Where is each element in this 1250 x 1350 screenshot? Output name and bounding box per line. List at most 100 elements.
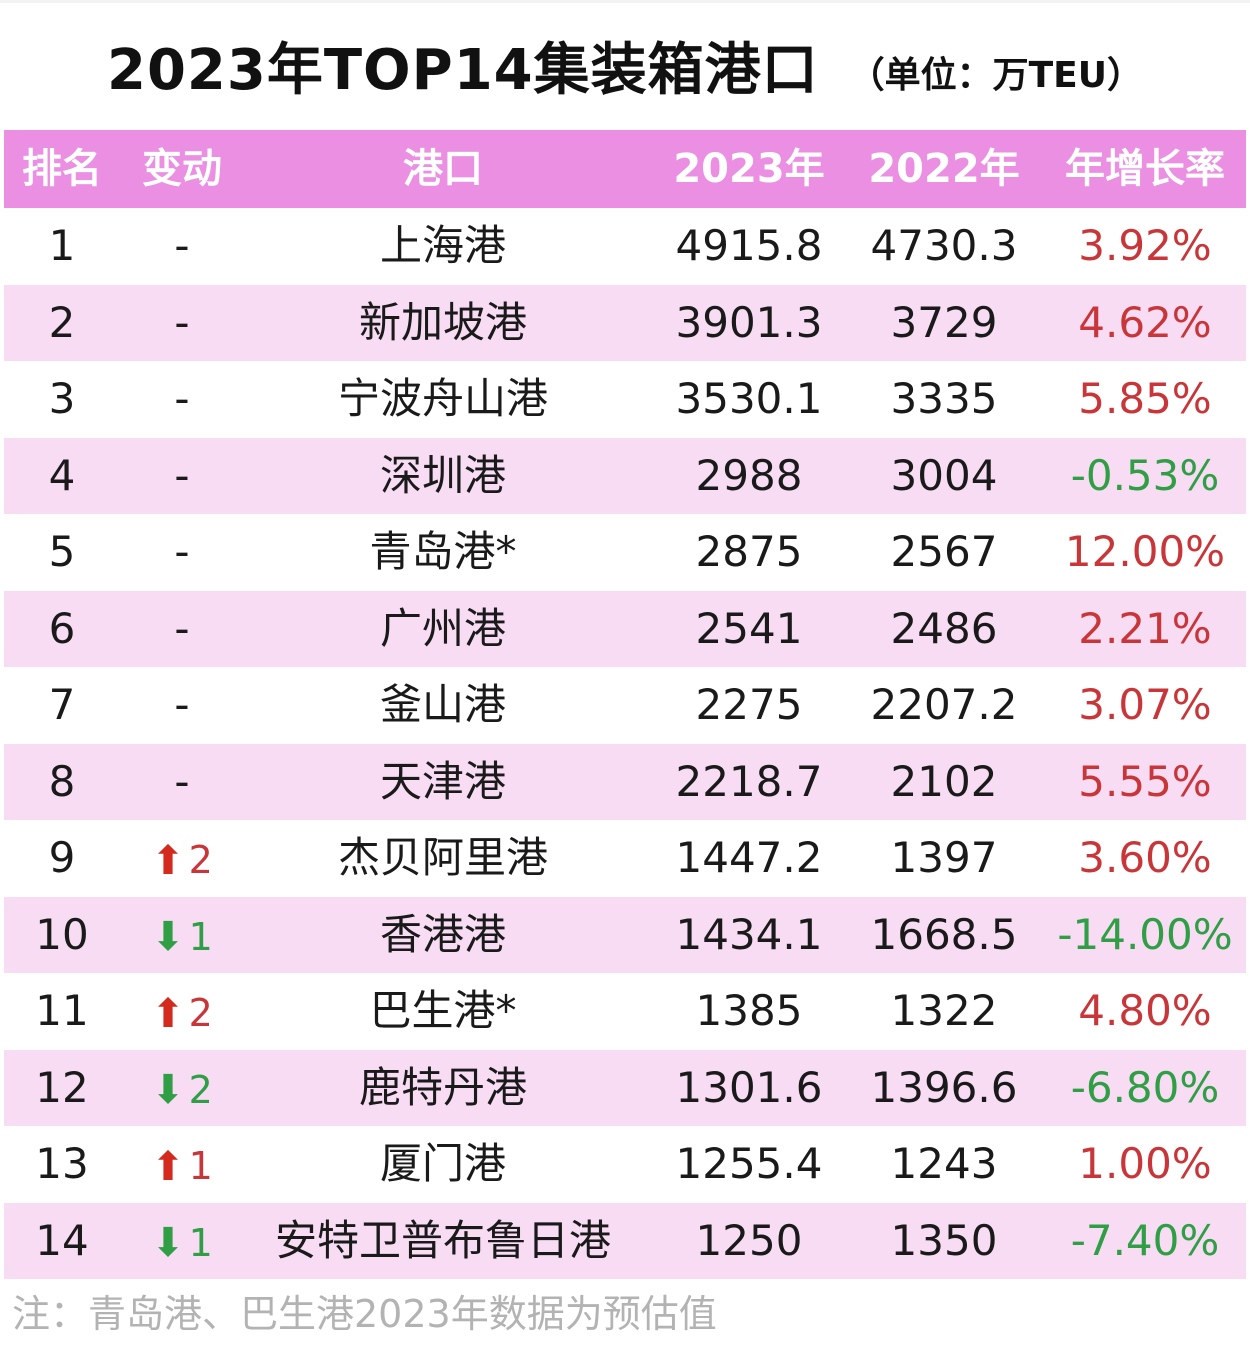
table-header: 排名 变动 港口 2023年 2022年 年增长率 (4, 130, 1246, 208)
growth-rate-cell: 2.21% (1078, 603, 1212, 653)
table-row: 2 - 新加坡港 3901.3 3729 4.62% (4, 284, 1246, 361)
page-title: 2023年TOP14集装箱港口 (106, 38, 819, 103)
value-2022-cell: 2567 (890, 527, 998, 576)
footnote: 注：青岛港、巴生港2023年数据为预估值 (12, 1292, 717, 1336)
table-row: 13 ⬆ 1 厦门港 1255.4 1243 1.00% (4, 1126, 1246, 1203)
growth-rate-cell: 5.85% (1078, 374, 1212, 423)
change-text: - (174, 680, 190, 729)
growth-rate-cell: 5.55% (1078, 756, 1212, 806)
change-cell: - (120, 514, 244, 591)
value-2022-cell: 2102 (890, 756, 998, 806)
growth-rate-cell: 12.00% (1064, 527, 1226, 576)
value-2023-cell: 1385 (695, 986, 803, 1035)
change-text: - (174, 450, 190, 500)
unit-label: （单位：万TEU） (848, 54, 1144, 96)
rank-cell: 14 (35, 1215, 89, 1265)
value-2023-cell: 3901.3 (675, 297, 823, 347)
port-name-cell: 香港港 (379, 909, 506, 959)
growth-rate-cell: 1.00% (1078, 1139, 1212, 1188)
value-2022-cell: 1243 (890, 1139, 998, 1188)
port-name-cell: 青岛港* (369, 527, 517, 576)
table-row: 4 - 深圳港 2988 3004 -0.53% (4, 437, 1246, 515)
value-2023-cell: 1255.4 (675, 1139, 823, 1188)
table-row: 14 ⬇ 1 安特卫普布鲁日港 1250 1350 -7.40% (4, 1202, 1246, 1280)
port-name-cell: 厦门港 (379, 1139, 506, 1188)
change-text: - (174, 603, 190, 653)
change-cell: - (120, 591, 244, 668)
value-2022-cell: 4730.3 (870, 221, 1018, 270)
growth-rate-cell: 3.07% (1078, 680, 1212, 729)
change-amount: 2 (188, 991, 213, 1036)
change-cell: ⬇ 2 (120, 1050, 244, 1127)
port-name-cell: 杰贝阿里港 (337, 833, 548, 882)
title-bar: 2023年TOP14集装箱港口 （单位：万TEU） (0, 0, 1250, 128)
port-name-cell: 上海港 (379, 221, 506, 270)
port-name-cell: 天津港 (379, 756, 506, 806)
value-2023-cell: 1250 (695, 1215, 803, 1265)
value-2023-cell: 1434.1 (675, 909, 823, 959)
arrow-up-icon: ⬆ (151, 1143, 185, 1190)
growth-rate-cell: 4.62% (1078, 297, 1212, 347)
port-name-cell: 深圳港 (379, 450, 506, 500)
rank-cell: 1 (48, 221, 76, 270)
rank-cell: 11 (35, 986, 89, 1035)
change-amount: 2 (188, 1067, 213, 1112)
value-2023-cell: 2988 (695, 450, 803, 500)
change-text: - (174, 756, 190, 806)
header-2022: 2022年 (868, 146, 1020, 192)
change-cell: - (120, 744, 244, 821)
change-cell: - (120, 361, 244, 438)
rank-cell: 12 (35, 1062, 89, 1112)
rank-cell: 7 (48, 680, 76, 729)
table-row: 1 - 上海港 4915.8 4730.3 3.92% (4, 208, 1246, 285)
change-amount: 1 (188, 1144, 213, 1189)
value-2022-cell: 1322 (890, 986, 998, 1035)
port-name-cell: 鹿特丹港 (358, 1062, 527, 1112)
change-cell: - (120, 208, 244, 285)
table-row: 12 ⬇ 2 鹿特丹港 1301.6 1396.6 -6.80% (4, 1049, 1246, 1127)
rank-cell: 3 (48, 374, 76, 423)
rank-cell: 9 (48, 833, 76, 882)
value-2023-cell: 4915.8 (675, 221, 823, 270)
rank-cell: 2 (48, 297, 76, 347)
header-rank: 排名 (22, 146, 102, 192)
change-cell: ⬆ 2 (120, 973, 244, 1050)
rank-cell: 13 (35, 1139, 89, 1188)
rank-cell: 5 (48, 527, 76, 576)
rank-cell: 4 (48, 450, 76, 500)
growth-rate-cell: 3.92% (1078, 221, 1212, 270)
rank-cell: 10 (35, 909, 89, 959)
header-growth: 年增长率 (1065, 146, 1225, 192)
value-2023-cell: 2275 (695, 680, 803, 729)
value-2023-cell: 2218.7 (675, 756, 823, 806)
change-cell: ⬇ 1 (120, 1203, 244, 1280)
table-row: 8 - 天津港 2218.7 2102 5.55% (4, 743, 1246, 821)
change-text: - (174, 297, 190, 347)
port-name-cell: 宁波舟山港 (337, 374, 548, 423)
change-amount: 1 (188, 1220, 213, 1265)
table-row: 10 ⬇ 1 香港港 1434.1 1668.5 -14.00% (4, 896, 1246, 973)
arrow-down-icon: ⬇ (151, 914, 185, 960)
table-row: 5 - 青岛港* 2875 2567 12.00% (4, 514, 1246, 591)
change-text: - (174, 527, 190, 576)
change-text: - (174, 374, 190, 423)
header-change: 变动 (142, 146, 222, 192)
table-row: 11 ⬆ 2 巴生港* 1385 1322 4.80% (4, 973, 1246, 1050)
port-name-cell: 巴生港* (369, 986, 517, 1035)
growth-rate-cell: 3.60% (1078, 833, 1212, 882)
change-cell: - (120, 667, 244, 744)
arrow-down-icon: ⬇ (151, 1220, 185, 1266)
growth-rate-cell: -7.40% (1070, 1215, 1220, 1265)
value-2022-cell: 3004 (890, 450, 998, 500)
table-row: 7 - 釜山港 2275 2207.2 3.07% (4, 667, 1246, 744)
change-amount: 1 (188, 914, 213, 959)
value-2022-cell: 2207.2 (870, 680, 1018, 729)
growth-rate-cell: 4.80% (1078, 986, 1212, 1035)
change-cell: ⬆ 1 (120, 1126, 244, 1203)
value-2023-cell: 1447.2 (675, 833, 823, 882)
change-cell: - (120, 438, 244, 515)
value-2023-cell: 2541 (695, 603, 803, 653)
header-2023: 2023年 (673, 146, 825, 192)
value-2023-cell: 1301.6 (675, 1062, 823, 1112)
table-row: 6 - 广州港 2541 2486 2.21% (4, 590, 1246, 668)
